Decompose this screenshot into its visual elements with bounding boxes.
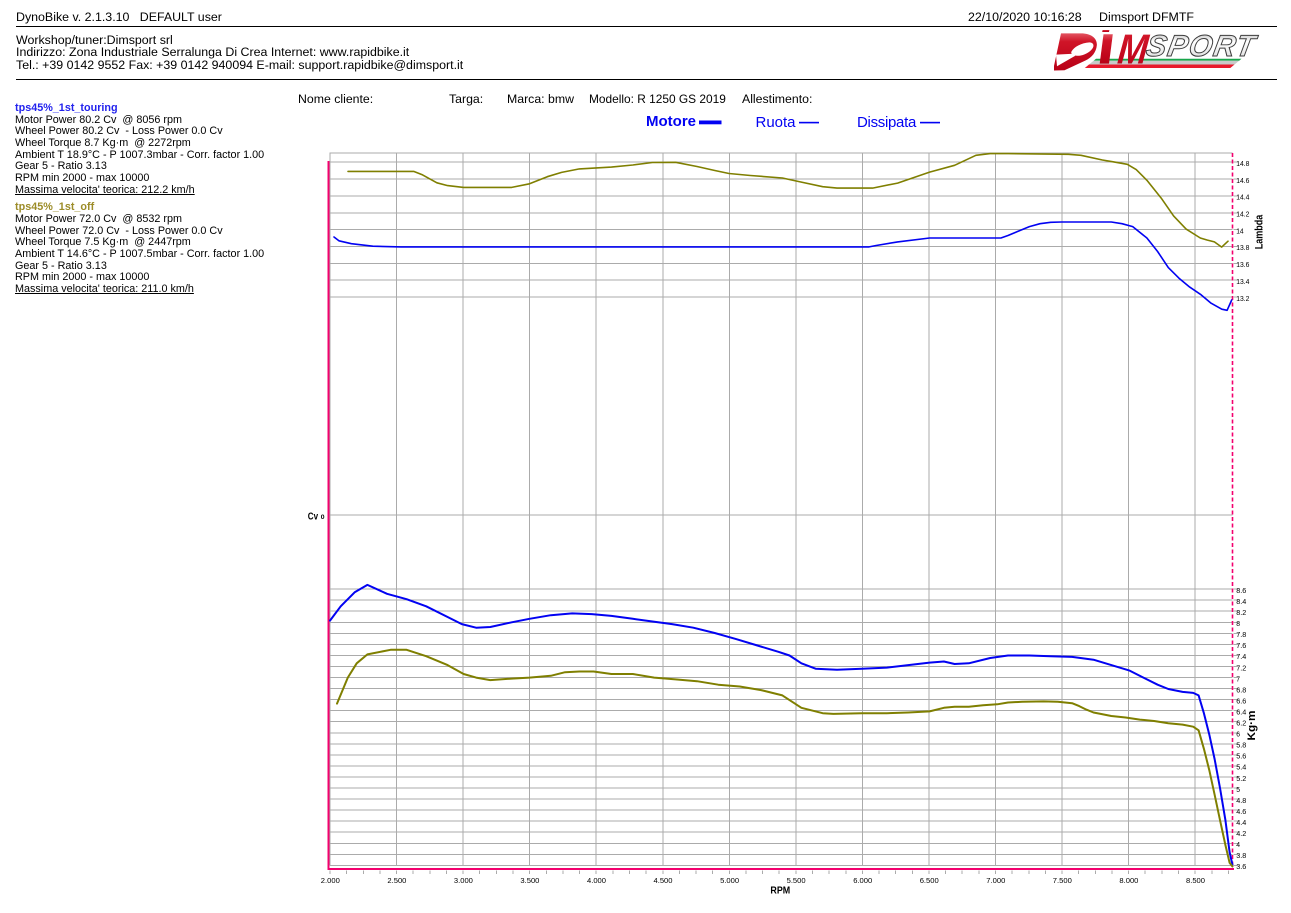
svg-text:5.000: 5.000 [720, 876, 739, 885]
svg-text:4.4: 4.4 [1236, 818, 1246, 827]
svg-text:4.2: 4.2 [1236, 829, 1246, 838]
svg-text:14.4: 14.4 [1236, 193, 1249, 202]
svg-text:13.6: 13.6 [1236, 260, 1249, 269]
svg-text:Kg·m: Kg·m [1246, 710, 1258, 740]
svg-text:7.6: 7.6 [1236, 641, 1246, 650]
svg-text:6.6: 6.6 [1236, 696, 1246, 705]
svg-text:3.000: 3.000 [454, 876, 473, 885]
svg-text:2.500: 2.500 [387, 876, 406, 885]
svg-text:6: 6 [1236, 730, 1240, 739]
svg-text:13.4: 13.4 [1236, 277, 1249, 286]
svg-text:6.8: 6.8 [1236, 685, 1246, 694]
svg-text:5.8: 5.8 [1236, 741, 1246, 750]
svg-text:2.000: 2.000 [321, 876, 340, 885]
svg-text:M: M [1116, 30, 1152, 73]
svg-text:7.500: 7.500 [1053, 876, 1072, 885]
svg-text:5.2: 5.2 [1236, 774, 1246, 783]
svg-text:13.8: 13.8 [1236, 243, 1249, 252]
svg-text:5.500: 5.500 [787, 876, 806, 885]
svg-text:5.4: 5.4 [1236, 763, 1246, 772]
svg-text:7.4: 7.4 [1236, 652, 1246, 661]
svg-text:Lambda: Lambda [1254, 214, 1266, 249]
svg-text:8.000: 8.000 [1119, 876, 1138, 885]
svg-text:5: 5 [1236, 785, 1240, 794]
svg-text:14: 14 [1236, 226, 1244, 235]
svg-text:14.8: 14.8 [1236, 159, 1249, 168]
svg-text:Cv: Cv [308, 510, 318, 522]
svg-text:8.4: 8.4 [1236, 597, 1246, 606]
svg-text:5.6: 5.6 [1236, 752, 1246, 761]
svg-text:7: 7 [1236, 674, 1240, 683]
svg-text:4.8: 4.8 [1236, 796, 1246, 805]
svg-text:4.500: 4.500 [654, 876, 673, 885]
svg-text:3.8: 3.8 [1236, 851, 1246, 860]
svg-text:6.000: 6.000 [853, 876, 872, 885]
svg-text:0: 0 [321, 514, 325, 521]
svg-text:6.4: 6.4 [1236, 708, 1246, 717]
svg-text:8.2: 8.2 [1236, 608, 1246, 617]
svg-text:RPM: RPM [770, 884, 790, 896]
svg-text:4.000: 4.000 [587, 876, 606, 885]
svg-text:13.2: 13.2 [1236, 294, 1249, 303]
svg-text:3.6: 3.6 [1236, 862, 1246, 871]
svg-text:6.500: 6.500 [920, 876, 939, 885]
svg-text:SPORT: SPORT [1144, 30, 1260, 63]
svg-text:8.500: 8.500 [1186, 876, 1205, 885]
svg-text:7.000: 7.000 [986, 876, 1005, 885]
svg-text:14.6: 14.6 [1236, 176, 1249, 185]
svg-text:14.2: 14.2 [1236, 210, 1249, 219]
svg-text:6.2: 6.2 [1236, 719, 1246, 728]
svg-text:7.2: 7.2 [1236, 663, 1246, 672]
svg-text:8.6: 8.6 [1236, 586, 1246, 595]
svg-text:3.500: 3.500 [520, 876, 539, 885]
svg-text:4.6: 4.6 [1236, 807, 1246, 816]
svg-text:4: 4 [1236, 840, 1240, 849]
svg-text:7.8: 7.8 [1236, 630, 1246, 639]
svg-text:8: 8 [1236, 619, 1240, 628]
